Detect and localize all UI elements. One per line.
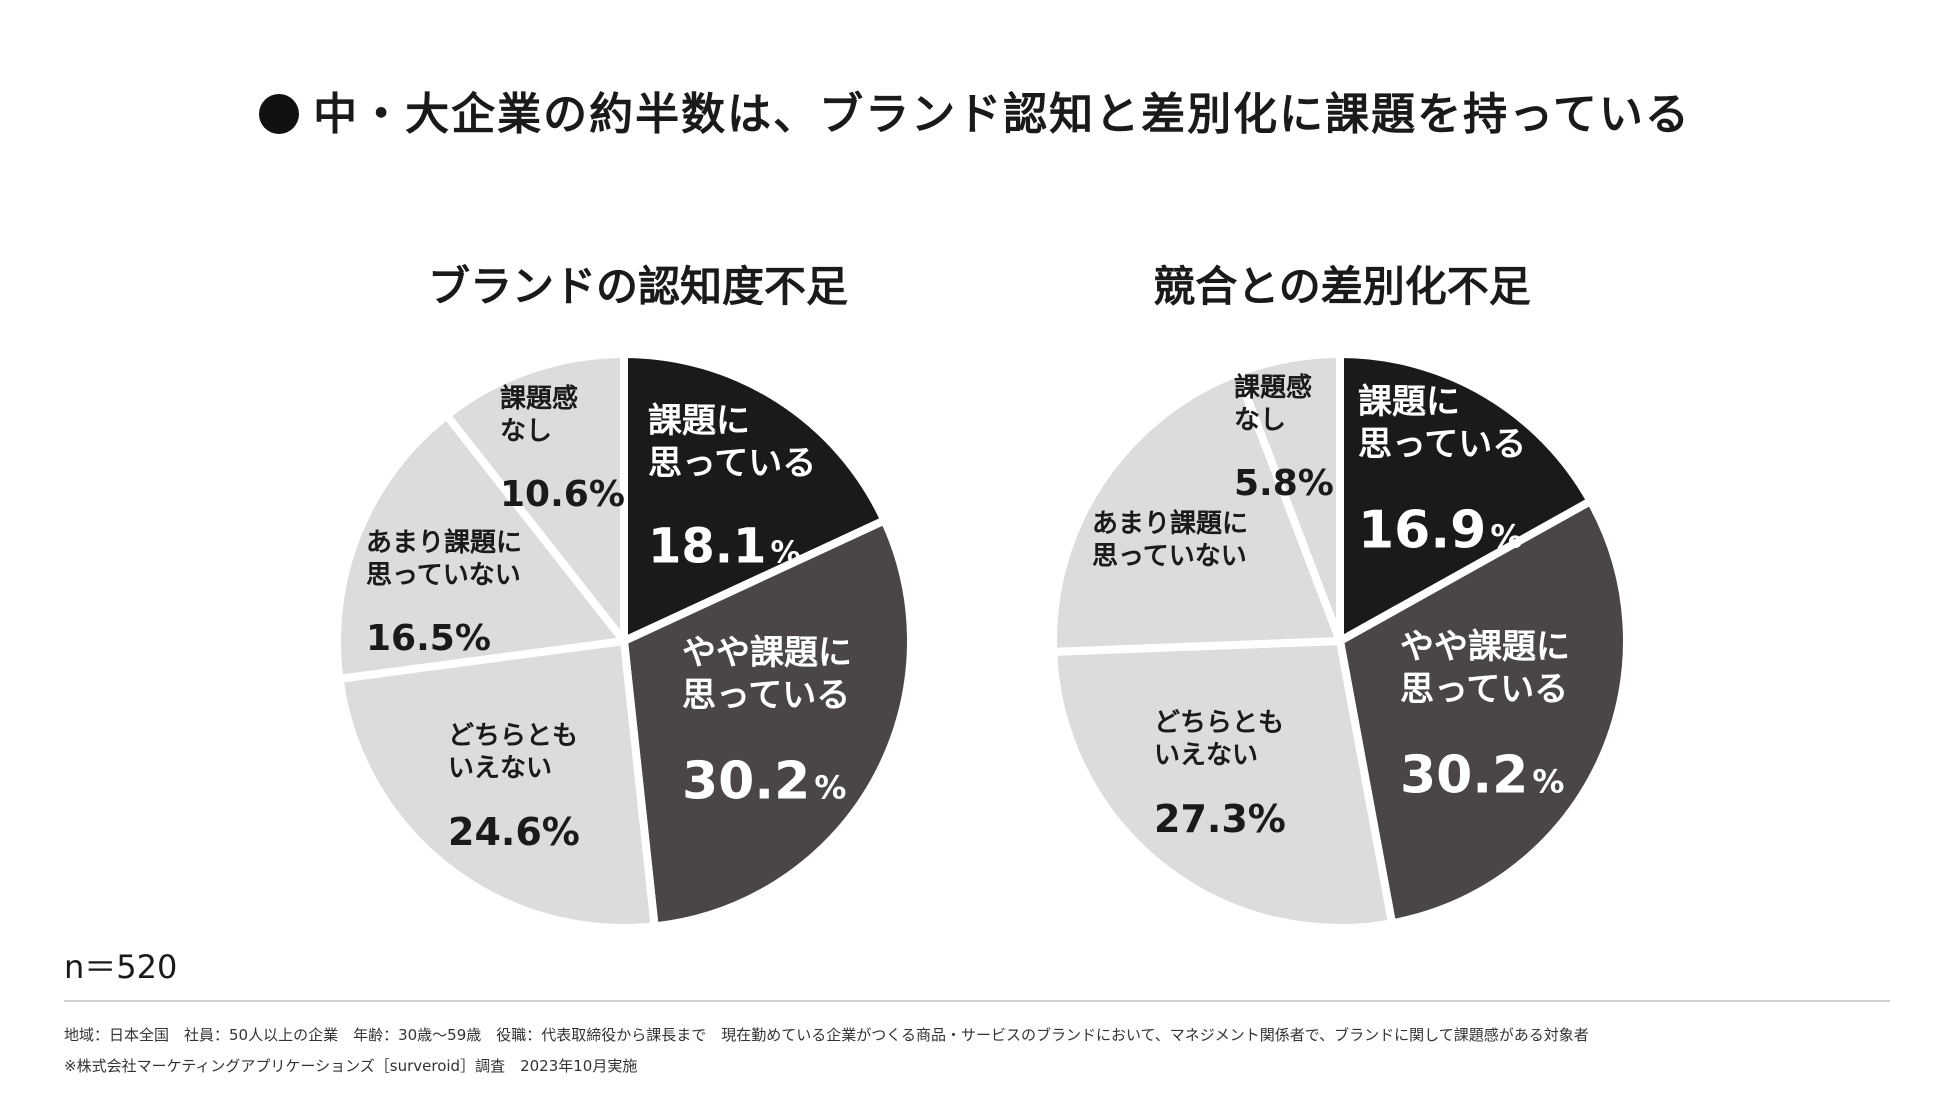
slice-label-line-1-1-1: 思っている [1400, 670, 1568, 710]
slice-label-line-0-3-1: 思っていない [366, 561, 521, 591]
pie-slice-0-0 [620, 350, 889, 645]
slice-pct-1-0: % [1490, 517, 1522, 555]
slice-label-line-0-4-0: 課題感 [500, 383, 578, 414]
pie-slice-0-3 [333, 411, 628, 683]
bullet-dot-icon [259, 94, 300, 134]
slice-pct-0-1: % [814, 768, 846, 806]
slice-label-line-1-1-0: やや課題に [1400, 627, 1570, 667]
pie-slice-1-4 [1233, 350, 1344, 645]
pie-slice-1-3 [1049, 368, 1344, 656]
slice-label-line-0-2-1: いえない [448, 754, 552, 784]
survey-note-line2: ※株式会社マーケティングアプリケーションズ［surveroid］調査 2023年… [64, 1057, 638, 1075]
slice-label-line-1-2-0: どちらとも [1154, 708, 1284, 738]
slice-value-0-1: 30.2% [682, 751, 846, 811]
sample-size-label: n＝520 [64, 948, 178, 986]
chart-title-differentiation: 競合との差別化不足 [1153, 262, 1531, 311]
slice-label-line-0-0-1: 思っている [648, 444, 816, 484]
slice-label-line-1-4-1: なし [1234, 406, 1286, 436]
slice-label-line-0-3-0: あまり課題に [366, 527, 522, 558]
pie-slice-0-1 [620, 516, 915, 931]
slice-label-line-1-4-0: 課題感 [1234, 372, 1312, 403]
slice-value-0-2: 24.6% [448, 810, 580, 854]
slice-pct-1-1: % [1532, 762, 1564, 800]
pie-slice-1-2 [1049, 637, 1397, 932]
pie-slice-0-4 [442, 350, 628, 645]
slice-value-1-4: 5.8% [1234, 463, 1334, 504]
slice-label-line-1-3-0: あまり課題に [1092, 508, 1248, 539]
slice-label-line-0-1-1: 思っている [682, 676, 850, 716]
slice-label-line-1-0-1: 思っている [1358, 425, 1526, 465]
slice-value-1-2: 27.3% [1154, 797, 1286, 841]
slice-label-line-0-4-1: なし [500, 417, 552, 447]
chart-title-brand-awareness: ブランドの認知度不足 [427, 262, 848, 311]
divider [64, 1000, 1890, 1002]
slice-label-line-0-2-0: どちらとも [448, 721, 578, 751]
pie-slice-1-1 [1336, 497, 1631, 928]
slice-label-line-0-0-0: 課題に [648, 401, 750, 441]
page-title-text: 中・大企業の約半数は、ブランド認知と差別化に課題を持っている [313, 89, 1691, 140]
slice-label-line-0-1-0: やや課題に [682, 633, 852, 673]
slice-label-line-1-2-1: いえない [1154, 741, 1258, 771]
slice-pct-0-0: % [770, 536, 800, 571]
slice-label-line-1-0-0: 課題に [1358, 382, 1460, 422]
slice-value-1-1: 30.2% [1400, 745, 1564, 805]
pie-slice-1-0 [1336, 350, 1595, 645]
slice-label-line-1-3-1: 思っていない [1092, 542, 1247, 572]
pie-slice-0-2 [335, 637, 659, 932]
page-title: 中・大企業の約半数は、ブランド認知と差別化に課題を持っている [0, 78, 1950, 142]
slice-value-0-3: 16.5% [366, 618, 491, 659]
slice-value-0-4: 10.6% [500, 474, 625, 515]
survey-note-line1: 地域：日本全国 社員：50人以上の企業 年齢：30歳〜59歳 役職：代表取締役か… [64, 1026, 1589, 1044]
